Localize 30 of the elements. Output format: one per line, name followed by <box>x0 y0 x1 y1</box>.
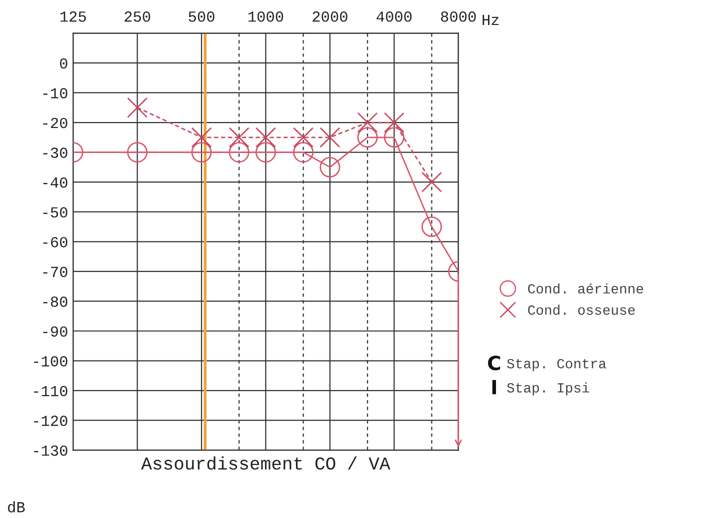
x-axis-title: Hz <box>482 14 499 25</box>
text: Stap. Contra <box>507 358 606 372</box>
y-tick-label: 0 <box>60 58 68 69</box>
y-tick-label: -130 <box>34 445 68 456</box>
x-tick-label: 1000 <box>248 11 284 22</box>
x-tick-label: 4000 <box>376 11 412 22</box>
x-tick-label: 2000 <box>312 11 348 22</box>
y-tick-label: -100 <box>34 356 68 366</box>
text: C <box>488 356 500 370</box>
text: I <box>492 380 496 394</box>
y-tick-label: -20 <box>43 118 68 128</box>
y-tick-label: -50 <box>43 207 68 218</box>
text: Assourdissement CO / VA <box>141 456 390 470</box>
y-tick-label: -120 <box>34 416 68 426</box>
y-axis-title: dB <box>8 501 25 512</box>
y-tick-label: -110 <box>34 386 68 396</box>
y-tick-label: -90 <box>43 326 68 337</box>
x-tick-label: 250 <box>124 11 150 22</box>
x-tick-label: 125 <box>60 11 86 22</box>
y-tick-label: -40 <box>43 177 68 188</box>
y-tick-label: -80 <box>43 296 68 307</box>
text: Stap. Ipsi <box>507 382 590 396</box>
legend-label: Cond. aérienne <box>528 283 644 294</box>
y-tick-label: -30 <box>43 148 68 158</box>
x-tick-label: 8000 <box>441 11 476 22</box>
y-tick-label: -10 <box>43 88 68 98</box>
y-tick-label: -70 <box>43 266 68 278</box>
legend-label: Cond. osseuse <box>528 304 635 315</box>
x-tick-label: 500 <box>188 11 214 22</box>
y-tick-label: -60 <box>43 236 68 248</box>
